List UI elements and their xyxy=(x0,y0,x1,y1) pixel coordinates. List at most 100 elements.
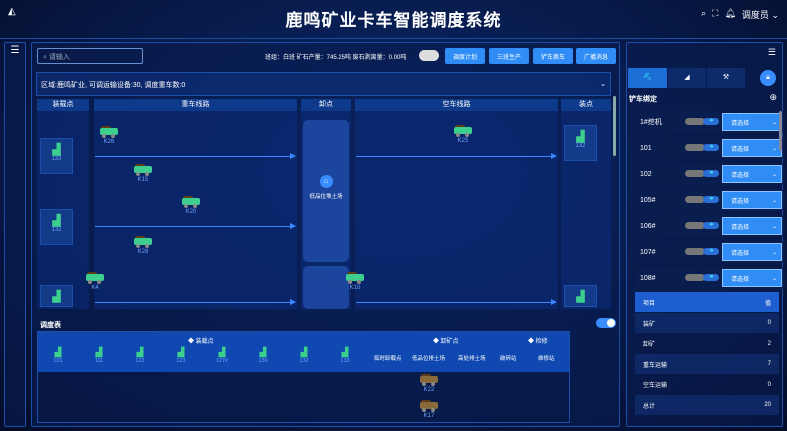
bind-toggle[interactable] xyxy=(685,196,705,203)
arrow-right-icon[interactable]: ➜ xyxy=(703,170,719,177)
chevron-down-icon: ⌄ xyxy=(771,249,777,256)
arrow-right-icon[interactable]: ➜ xyxy=(703,274,719,281)
search-icon[interactable]: ⌕ xyxy=(701,8,707,18)
lock-button[interactable]: 🔒︎ xyxy=(760,70,776,86)
truck-icon[interactable] xyxy=(132,236,154,248)
shovel-select[interactable]: 请选择 ⌄ xyxy=(722,217,782,235)
stats-switch[interactable] xyxy=(419,50,439,61)
shovel-select[interactable]: 请选择 ⌄ xyxy=(722,269,782,287)
chevron-down-icon: ⌄ xyxy=(771,171,777,178)
dump-point-column[interactable]: 低品位排土场 xyxy=(412,356,446,362)
schedule-table: ◆ 装载点 ◆ 卸矿点 ◆ 检修 ▟ 101 ▟ 111 ▟ 122 ▟ 123 ▟ 127# ▟ 1… xyxy=(37,331,570,423)
schedule-loader[interactable]: ▟ 122 xyxy=(130,347,150,364)
scrollbar[interactable] xyxy=(613,96,616,156)
stats-value: 20 xyxy=(764,402,771,408)
loader-card[interactable]: ▟ 132 xyxy=(564,125,597,161)
add-icon[interactable]: ⊕ xyxy=(769,92,777,102)
tab-shovel[interactable]: ⛏ xyxy=(628,68,667,88)
truck-icon[interactable] xyxy=(418,400,440,412)
bind-toggle[interactable] xyxy=(685,222,705,229)
fullscreen-icon[interactable]: ⛶ xyxy=(712,8,719,18)
bell-icon[interactable]: 🔔︎ xyxy=(724,8,736,18)
arrow-right-icon[interactable]: ➜ xyxy=(703,222,719,229)
truck-icon[interactable] xyxy=(344,272,366,284)
loader-label: 111 xyxy=(94,358,104,364)
truck-icon[interactable] xyxy=(132,164,154,176)
tab-drill[interactable]: ⚒ xyxy=(707,68,745,88)
stats-row: 空车运输 0 xyxy=(635,375,779,395)
search-placeholder: 请输入 xyxy=(48,54,70,61)
shovel-select[interactable]: 请选择 ⌄ xyxy=(722,139,782,157)
equipment-name: 107# xyxy=(640,248,656,256)
truck-icon[interactable] xyxy=(452,125,474,137)
user-menu[interactable]: 调度员 ⌄ xyxy=(742,8,779,21)
arrow-right-icon[interactable]: ➜ xyxy=(703,248,719,255)
stats-row: 重车运输 7 xyxy=(635,354,779,374)
schedule-loader[interactable]: ▟ 101 xyxy=(48,347,68,364)
bind-toggle[interactable] xyxy=(685,170,705,177)
shovel-select[interactable]: 请选择 ⌄ xyxy=(722,191,782,209)
arrow-right-icon[interactable]: ➜ xyxy=(703,118,719,125)
schedule-loader[interactable]: ▟ 133 xyxy=(335,347,355,364)
info-bar[interactable]: 区域:鹿鸣矿业, 可调运输设备:30, 调度重车数:0 ⌄ xyxy=(36,72,611,96)
tab-excavator[interactable]: ◢ xyxy=(668,68,706,88)
dump-point-column[interactable]: 临时卸载点 xyxy=(374,356,402,362)
loader-card[interactable]: ▟ 132 xyxy=(40,209,73,245)
broadcast-button[interactable]: 广播消息 xyxy=(576,48,616,64)
dump-point-column[interactable]: 破碎站 xyxy=(500,356,517,362)
truck-label: K26 xyxy=(103,139,115,145)
truck-icon[interactable] xyxy=(180,196,202,208)
select-value: 请选择 xyxy=(731,224,750,231)
loader-card[interactable]: ▟ xyxy=(40,285,73,307)
bind-toggle[interactable] xyxy=(685,248,705,255)
select-value: 请选择 xyxy=(731,172,750,179)
bind-toggle[interactable] xyxy=(685,274,705,281)
bind-toggle[interactable] xyxy=(685,144,705,151)
arrow-right-icon[interactable]: ➜ xyxy=(703,144,719,151)
shovel-select[interactable]: 请选择 ⌄ xyxy=(722,243,782,261)
binding-row: 108# ➜ 请选择 ⌄ xyxy=(635,267,785,289)
schedule-loader[interactable]: ▟ 123 xyxy=(171,347,191,364)
dispatch-plan-button[interactable]: 调度计划 xyxy=(445,48,485,64)
dump-point-column[interactable]: 维修站 xyxy=(538,356,555,362)
schedule-title: 调度表 xyxy=(40,322,61,329)
schedule-toggle[interactable] xyxy=(596,318,616,328)
route-arrow xyxy=(356,299,557,305)
search-input[interactable]: ⌕ 请输入 xyxy=(37,48,143,64)
truck-icon[interactable] xyxy=(84,272,106,284)
stats-value: 7 xyxy=(767,361,771,367)
loader-icon: ▟ xyxy=(259,347,267,357)
schedule-loader[interactable]: ▟ 132 xyxy=(294,347,314,364)
dump-site-card[interactable]: ⌂ 低品位堆土场 xyxy=(303,120,349,262)
group-repair: ◆ 检修 xyxy=(528,339,548,345)
stats-row: 总计 20 xyxy=(635,395,779,415)
truck-icon[interactable] xyxy=(418,374,440,386)
schedule-loader[interactable]: ▟ 127# xyxy=(212,347,232,364)
shovel-select[interactable]: 请选择 ⌄ xyxy=(722,113,782,131)
user-name[interactable]: 调度员 xyxy=(741,10,769,20)
schedule-loader[interactable]: ▟ 130 xyxy=(253,347,273,364)
shovel-change-button[interactable]: 铲车换车 xyxy=(533,48,573,64)
production-stats: 班组：白班 矿石产量：745.25吨 废石剥离量：0.00吨 xyxy=(265,55,407,61)
chevron-down-icon: ⌄ xyxy=(771,223,777,230)
three-shift-button[interactable]: 三班生产 xyxy=(489,48,529,64)
loader-icon: ▟ xyxy=(52,291,61,303)
menu-icon[interactable]: ☰ xyxy=(10,45,20,56)
loader-card[interactable]: ▟ xyxy=(564,285,597,307)
shovel-select[interactable]: 请选择 ⌄ xyxy=(722,165,782,183)
truck-label: K10 xyxy=(349,285,361,291)
loader-label: 130 xyxy=(258,358,268,364)
dump-site-card[interactable] xyxy=(303,266,349,309)
bind-toggle[interactable] xyxy=(685,118,705,125)
dump-point-column[interactable]: 高处排土场 xyxy=(458,356,486,362)
scrollbar[interactable] xyxy=(779,111,782,151)
binding-row: 105# ➜ 请选择 ⌄ xyxy=(635,189,785,211)
schedule-loader[interactable]: ▟ 111 xyxy=(89,347,109,364)
truck-label: K20 xyxy=(185,209,197,215)
menu-icon[interactable]: ☰ xyxy=(767,47,776,57)
arrow-right-icon[interactable]: ➜ xyxy=(703,196,719,203)
loader-card[interactable]: ▟ 133 xyxy=(40,138,73,174)
loader-icon: ▟ xyxy=(177,347,185,357)
stats-label: 装矿 xyxy=(643,321,656,328)
truck-icon[interactable] xyxy=(98,126,120,138)
